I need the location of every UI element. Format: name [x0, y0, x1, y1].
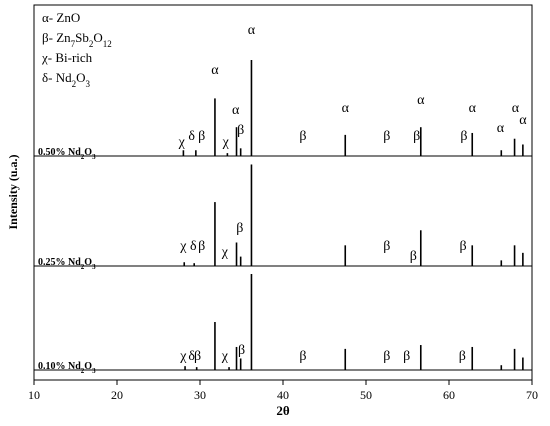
- phase-label: α: [497, 121, 505, 136]
- phase-label: β: [198, 129, 205, 144]
- legend-entry: α- ZnO: [42, 10, 80, 25]
- x-axis-label: 2θ: [276, 403, 290, 418]
- x-tick-label: 30: [194, 388, 206, 402]
- phase-label: α: [469, 101, 477, 116]
- phase-label: β: [460, 239, 467, 254]
- phase-label: β: [237, 123, 244, 138]
- phase-label: β: [413, 129, 420, 144]
- phase-label: β: [383, 129, 390, 144]
- phase-label: α: [232, 103, 240, 118]
- phase-label: δ: [188, 129, 195, 144]
- y-axis-label: Intensity (u.a.): [6, 154, 20, 229]
- phase-label: χ: [179, 349, 187, 364]
- phase-label: α: [248, 23, 256, 38]
- phase-label: α: [519, 113, 527, 128]
- x-tick-label: 20: [111, 388, 123, 402]
- phase-label: β: [238, 343, 245, 358]
- series-label: 0.10% Nd2O3: [38, 361, 96, 375]
- phase-label: χ: [179, 239, 187, 254]
- x-tick-label: 50: [360, 388, 372, 402]
- legend-entry: β- Zn7Sb2O12: [42, 30, 112, 49]
- phase-label: β: [383, 239, 390, 254]
- phase-label: β: [383, 349, 390, 364]
- phase-label: β: [403, 349, 410, 364]
- phase-label: β: [299, 129, 306, 144]
- phase-label: χ: [221, 245, 229, 260]
- phase-label: α: [211, 63, 219, 78]
- plot-frame: [33, 4, 533, 381]
- phase-label: δ: [188, 349, 195, 364]
- phase-label: α: [417, 93, 425, 108]
- phase-label: β: [459, 349, 466, 364]
- phase-label: β: [410, 249, 417, 264]
- phase-label: β: [236, 221, 243, 236]
- series-label: 0.50% Nd2O3: [38, 147, 96, 161]
- x-ticks: 10 20 30 40 50 60 70: [28, 380, 538, 402]
- legend-entry: χ- Bi-rich: [41, 50, 93, 65]
- series-label: 0.25% Nd2O3: [38, 257, 96, 271]
- phase-label: β: [460, 129, 467, 144]
- phase-label: χ: [178, 135, 186, 150]
- phase-label: β: [198, 239, 205, 254]
- phase-label: χ: [222, 135, 230, 150]
- x-tick-label: 10: [28, 388, 40, 402]
- phase-label: α: [512, 101, 520, 116]
- legend-entry: δ- Nd2O3: [42, 70, 91, 89]
- phase-label: β: [194, 349, 201, 364]
- x-tick-label: 40: [277, 388, 289, 402]
- phase-label: β: [299, 349, 306, 364]
- phase-label: α: [342, 101, 350, 116]
- phase-label: χ: [221, 349, 229, 364]
- x-tick-label: 60: [443, 388, 455, 402]
- phase-label: δ: [190, 239, 197, 254]
- x-tick-label: 70: [526, 388, 538, 402]
